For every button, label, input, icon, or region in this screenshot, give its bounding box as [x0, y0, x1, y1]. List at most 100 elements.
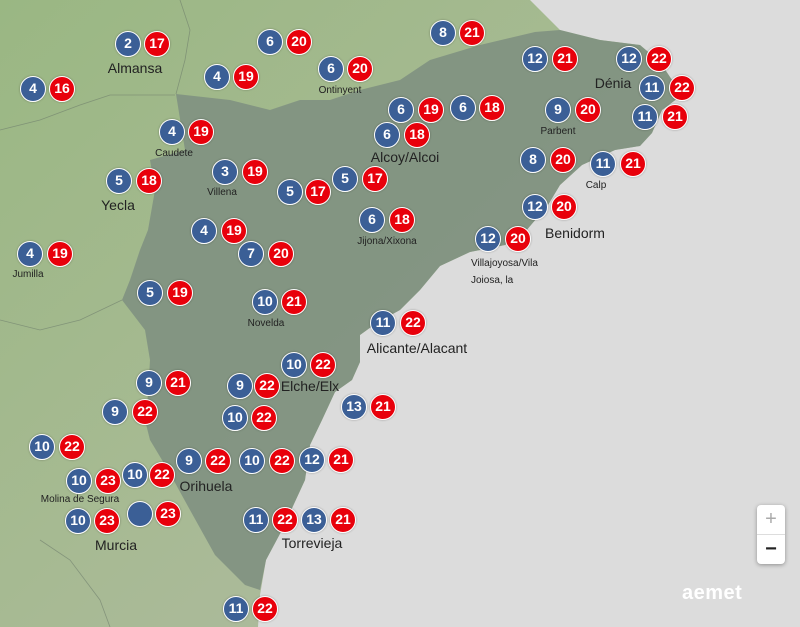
min-temp-marker[interactable]: [127, 501, 153, 527]
max-temp-marker[interactable]: 19: [221, 218, 247, 244]
max-temp-marker[interactable]: 20: [347, 56, 373, 82]
min-temp-marker[interactable]: 2: [115, 31, 141, 57]
max-temp-marker[interactable]: 21: [328, 447, 354, 473]
min-temp-marker[interactable]: 10: [29, 434, 55, 460]
min-temp-marker[interactable]: 11: [370, 310, 396, 336]
place-label: Elche/Elx: [280, 378, 340, 394]
min-temp-marker[interactable]: 11: [243, 507, 269, 533]
max-temp-marker[interactable]: 18: [389, 207, 415, 233]
min-temp-marker[interactable]: 6: [257, 29, 283, 55]
place-label: Alcoy/Alcoi: [370, 149, 440, 165]
min-temp-marker[interactable]: 11: [590, 151, 616, 177]
max-temp-marker[interactable]: 21: [330, 507, 356, 533]
min-temp-marker[interactable]: 4: [204, 64, 230, 90]
max-temp-marker[interactable]: 22: [400, 310, 426, 336]
min-temp-marker[interactable]: 12: [522, 194, 548, 220]
min-temp-marker[interactable]: 11: [639, 75, 665, 101]
min-temp-marker[interactable]: 13: [341, 394, 367, 420]
min-temp-marker[interactable]: 6: [374, 122, 400, 148]
min-temp-marker[interactable]: 8: [430, 20, 456, 46]
min-temp-marker[interactable]: 10: [65, 508, 91, 534]
min-temp-marker[interactable]: 6: [318, 56, 344, 82]
max-temp-marker[interactable]: 17: [362, 166, 388, 192]
min-temp-marker[interactable]: 9: [545, 97, 571, 123]
max-temp-marker[interactable]: 21: [459, 20, 485, 46]
min-temp-marker[interactable]: 12: [299, 447, 325, 473]
min-temp-marker[interactable]: 8: [520, 147, 546, 173]
min-temp-marker[interactable]: 5: [277, 179, 303, 205]
max-temp-marker[interactable]: 20: [551, 194, 577, 220]
min-temp-marker[interactable]: 12: [475, 226, 501, 252]
max-temp-marker[interactable]: 20: [575, 97, 601, 123]
max-temp-marker[interactable]: 21: [620, 151, 646, 177]
min-temp-marker[interactable]: 9: [136, 370, 162, 396]
min-temp-marker[interactable]: 12: [616, 46, 642, 72]
max-temp-marker[interactable]: 19: [47, 241, 73, 267]
max-temp-marker[interactable]: 22: [272, 507, 298, 533]
max-temp-marker[interactable]: 22: [59, 434, 85, 460]
max-temp-marker[interactable]: 22: [269, 448, 295, 474]
min-temp-marker[interactable]: 5: [332, 166, 358, 192]
max-temp-marker[interactable]: 22: [310, 352, 336, 378]
min-temp-marker[interactable]: 4: [191, 218, 217, 244]
min-temp-marker[interactable]: 4: [17, 241, 43, 267]
max-temp-marker[interactable]: 17: [144, 31, 170, 57]
min-temp-marker[interactable]: 9: [227, 373, 253, 399]
max-temp-marker[interactable]: 18: [404, 122, 430, 148]
max-temp-marker[interactable]: 23: [155, 501, 181, 527]
min-temp-marker[interactable]: 6: [388, 97, 414, 123]
min-temp-marker[interactable]: 3: [212, 159, 238, 185]
max-temp-marker[interactable]: 23: [94, 508, 120, 534]
max-temp-marker[interactable]: 22: [646, 46, 672, 72]
min-temp-marker[interactable]: 5: [106, 168, 132, 194]
max-temp-marker[interactable]: 20: [286, 29, 312, 55]
max-temp-marker[interactable]: 22: [149, 462, 175, 488]
max-temp-marker[interactable]: 21: [165, 370, 191, 396]
max-temp-marker[interactable]: 22: [132, 399, 158, 425]
zoom-control: + −: [757, 505, 785, 564]
min-temp-marker[interactable]: 11: [632, 104, 658, 130]
max-temp-marker[interactable]: 20: [268, 241, 294, 267]
max-temp-marker[interactable]: 21: [281, 289, 307, 315]
max-temp-marker[interactable]: 18: [136, 168, 162, 194]
max-temp-marker[interactable]: 22: [254, 373, 280, 399]
min-temp-marker[interactable]: 5: [137, 280, 163, 306]
max-temp-marker[interactable]: 23: [95, 468, 121, 494]
max-temp-marker[interactable]: 22: [252, 596, 278, 622]
max-temp-marker[interactable]: 20: [505, 226, 531, 252]
max-temp-marker[interactable]: 19: [188, 119, 214, 145]
max-temp-marker[interactable]: 20: [550, 147, 576, 173]
max-temp-marker[interactable]: 17: [305, 179, 331, 205]
max-temp-marker[interactable]: 21: [552, 46, 578, 72]
min-temp-marker[interactable]: 9: [176, 448, 202, 474]
max-temp-marker[interactable]: 18: [479, 95, 505, 121]
min-temp-marker[interactable]: 10: [252, 289, 278, 315]
max-temp-marker[interactable]: 22: [205, 448, 231, 474]
min-temp-marker[interactable]: 4: [20, 76, 46, 102]
min-temp-marker[interactable]: 10: [66, 468, 92, 494]
max-temp-marker[interactable]: 19: [167, 280, 193, 306]
place-label: Villena: [207, 187, 237, 198]
min-temp-marker[interactable]: 10: [222, 405, 248, 431]
min-temp-marker[interactable]: 13: [301, 507, 327, 533]
max-temp-marker[interactable]: 22: [669, 75, 695, 101]
min-temp-marker[interactable]: 10: [239, 448, 265, 474]
min-temp-marker[interactable]: 9: [102, 399, 128, 425]
max-temp-marker[interactable]: 21: [370, 394, 396, 420]
zoom-in-button[interactable]: +: [757, 505, 785, 535]
min-temp-marker[interactable]: 12: [522, 46, 548, 72]
max-temp-marker[interactable]: 19: [418, 97, 444, 123]
min-temp-marker[interactable]: 10: [122, 462, 148, 488]
min-temp-marker[interactable]: 10: [281, 352, 307, 378]
max-temp-marker[interactable]: 21: [662, 104, 688, 130]
min-temp-marker[interactable]: 11: [223, 596, 249, 622]
max-temp-marker[interactable]: 19: [233, 64, 259, 90]
zoom-out-button[interactable]: −: [765, 538, 777, 560]
max-temp-marker[interactable]: 16: [49, 76, 75, 102]
max-temp-marker[interactable]: 19: [242, 159, 268, 185]
min-temp-marker[interactable]: 4: [159, 119, 185, 145]
min-temp-marker[interactable]: 7: [238, 241, 264, 267]
min-temp-marker[interactable]: 6: [450, 95, 476, 121]
min-temp-marker[interactable]: 6: [359, 207, 385, 233]
max-temp-marker[interactable]: 22: [251, 405, 277, 431]
